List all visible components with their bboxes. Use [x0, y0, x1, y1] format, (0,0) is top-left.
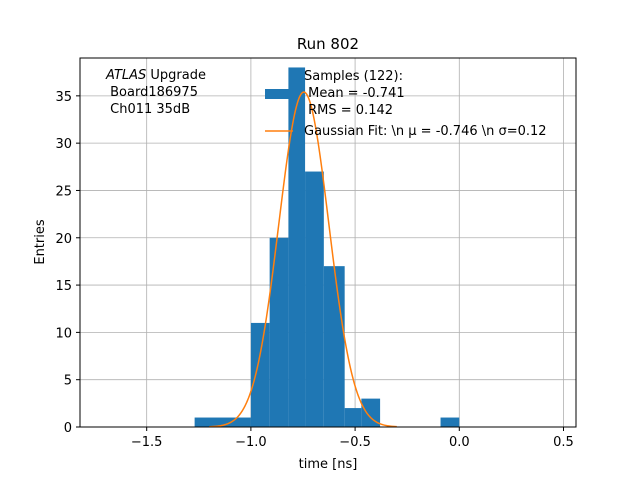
histogram-bar — [344, 408, 362, 427]
y-axis-label: Entries — [33, 219, 48, 265]
y-tick-label: 10 — [55, 326, 72, 341]
x-tick-label: −0.5 — [339, 435, 371, 450]
histogram-bar — [269, 237, 289, 427]
histogram-bar — [194, 417, 251, 427]
y-axis: 0 5 10 15 20 25 30 35 — [55, 90, 80, 436]
atlas-annotation: ATLAS Upgrade Board186975 Ch011 35dB — [105, 68, 206, 117]
gaussian-fit — [209, 91, 397, 428]
legend-label: RMS = 0.142 — [304, 103, 393, 118]
annotation-line: Ch011 35dB — [106, 102, 190, 117]
y-tick-label: 30 — [55, 137, 72, 152]
annotation-line: Board186975 — [106, 85, 198, 100]
legend-label: Gaussian Fit: \n μ = -0.746 \n σ=0.12 — [304, 124, 547, 139]
fit-curve — [209, 91, 397, 428]
x-tick-label: 0.0 — [449, 435, 470, 450]
x-tick-label: 0.5 — [553, 435, 574, 450]
legend-label: Mean = -0.741 — [304, 86, 405, 101]
legend-label: Samples (122): — [304, 69, 403, 84]
legend-swatch-bar — [265, 89, 293, 99]
y-tick-label: 0 — [64, 421, 72, 436]
chart-title: Run 802 — [297, 35, 359, 53]
y-tick-label: 5 — [64, 374, 72, 389]
annotation-line: ATLAS Upgrade — [105, 68, 206, 83]
histogram-bar — [440, 417, 460, 427]
y-tick-label: 25 — [55, 184, 72, 199]
histogram-bar — [250, 322, 270, 427]
x-axis: −1.5 −1.0 −0.5 0.0 0.5 — [131, 427, 574, 450]
y-tick-label: 35 — [55, 90, 72, 105]
histogram-bar — [288, 67, 306, 427]
histogram-bar — [305, 171, 324, 427]
histogram-bars — [194, 67, 460, 427]
x-tick-label: −1.0 — [235, 435, 267, 450]
x-tick-label: −1.5 — [131, 435, 163, 450]
histogram-bar — [361, 398, 381, 427]
y-tick-label: 20 — [55, 232, 72, 247]
plot-frame — [79, 57, 577, 428]
legend: Samples (122): Mean = -0.741 RMS = 0.142… — [265, 69, 547, 139]
histogram-bar — [323, 266, 345, 427]
y-tick-label: 15 — [55, 279, 72, 294]
x-axis-label: time [ns] — [299, 457, 358, 472]
